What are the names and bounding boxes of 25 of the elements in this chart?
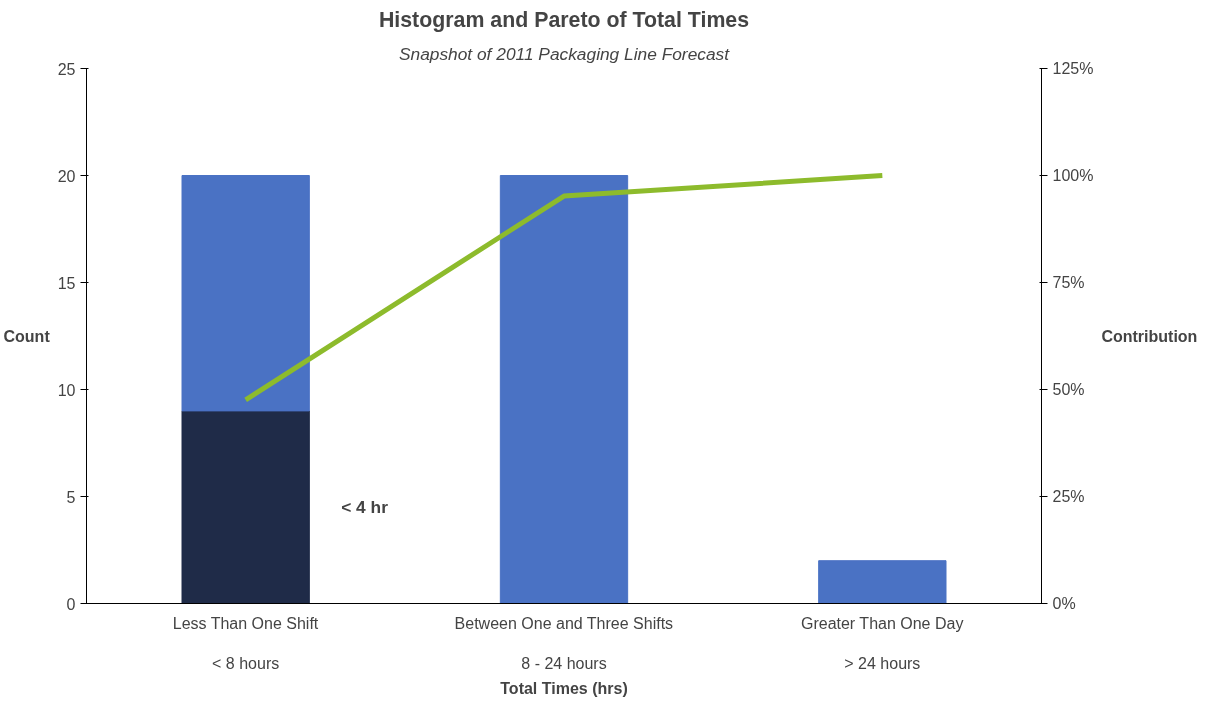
chart-title: Histogram and Pareto of Total Times bbox=[378, 7, 750, 32]
y2-axis-title: Contribution bbox=[1101, 327, 1198, 345]
y-tick-label: 20 bbox=[57, 167, 76, 185]
y-tick-label: 5 bbox=[66, 488, 76, 506]
y2-tick-label: 125% bbox=[1052, 60, 1094, 77]
y2-tick-label: 75% bbox=[1052, 274, 1085, 291]
category-label: Between One and Three Shifts 8 - 24 hours bbox=[454, 614, 674, 673]
chart-subtitle: Snapshot of 2011 Packaging Line Forecast bbox=[398, 43, 731, 64]
bar bbox=[499, 175, 629, 604]
y-tick-label: 0 bbox=[66, 595, 76, 613]
category-label: Less Than One Shift < 8 hours bbox=[172, 614, 319, 673]
y2-tick-label: 0% bbox=[1052, 595, 1076, 612]
y2-tick-label: 25% bbox=[1052, 488, 1085, 505]
y2-tick-label: 100% bbox=[1052, 167, 1094, 184]
y-tick-label: 10 bbox=[57, 381, 76, 399]
y2-tick-label: 50% bbox=[1052, 381, 1085, 398]
category-label: Greater Than One Day > 24 hours bbox=[800, 614, 964, 673]
x-axis-title: Total Times (hrs) bbox=[500, 680, 628, 698]
y-tick-label: 15 bbox=[57, 274, 76, 292]
bar bbox=[181, 410, 310, 604]
y-axis-title: Count bbox=[3, 327, 51, 345]
bar bbox=[181, 175, 310, 412]
bar bbox=[818, 560, 947, 604]
y-tick-label: 25 bbox=[57, 60, 76, 78]
annotation: < 4 hr bbox=[341, 497, 389, 518]
